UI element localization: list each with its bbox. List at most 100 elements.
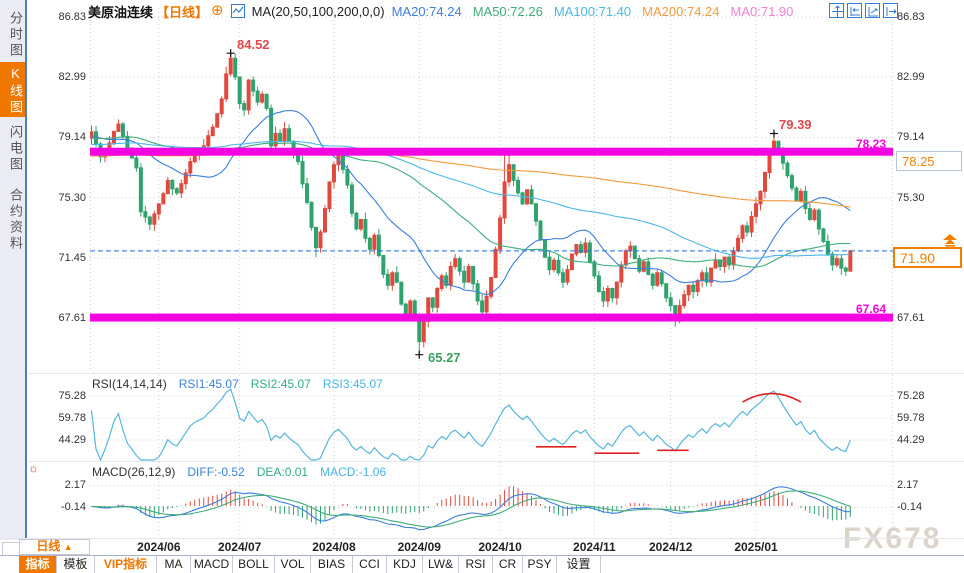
rsi-axis-label: 44.29: [897, 434, 925, 446]
candle-body: [727, 256, 732, 266]
date-label: 2024/10: [478, 540, 522, 554]
sidebar-item-2[interactable]: K线图: [0, 62, 25, 117]
low-price-label: 65.27: [428, 350, 461, 365]
tab-cr[interactable]: CR: [493, 556, 523, 573]
candlestick-series: [90, 53, 853, 355]
candle-body: [569, 253, 574, 271]
date-label: 2024/06: [137, 540, 181, 554]
candle-body: [448, 266, 453, 286]
candle-body: [165, 179, 170, 195]
candle-body: [287, 128, 292, 142]
pan-right-icon[interactable]: [883, 3, 898, 18]
rsi3-value: RSI3:45.07: [322, 377, 383, 391]
tab-lwr[interactable]: LW&: [423, 556, 459, 573]
period-tag[interactable]: 【日线】: [156, 4, 209, 20]
price-band: [90, 147, 893, 156]
candle-body: [601, 291, 606, 302]
candle-body: [583, 242, 588, 253]
main-chart-layer: [90, 8, 893, 371]
candle-body: [471, 266, 476, 285]
candle-body: [215, 113, 220, 128]
sidebar-item-4[interactable]: 合约资料: [8, 188, 23, 252]
period-selector[interactable]: 日线 ▲: [19, 539, 90, 555]
candle-body: [596, 275, 601, 293]
candle-body: [444, 275, 449, 286]
candle-body: [327, 181, 332, 210]
price-axis-label: 79.14: [58, 131, 86, 144]
tab-ma[interactable]: MA: [157, 556, 191, 573]
tab-cci[interactable]: CCI: [353, 556, 387, 573]
candle-body: [358, 219, 363, 230]
candle-body: [349, 184, 354, 214]
candle-body: [147, 216, 152, 225]
candle-body: [700, 272, 705, 282]
candle-body: [251, 79, 256, 92]
macd-settings-icon[interactable]: ☼: [28, 461, 39, 475]
latest-price-arrow-icon[interactable]: [941, 234, 959, 252]
tab-macd[interactable]: MACD: [191, 556, 233, 573]
candle-body: [682, 294, 687, 307]
candle-body: [179, 183, 184, 194]
candle-body: [138, 167, 143, 213]
candle-body: [691, 284, 696, 293]
candle-body: [686, 284, 691, 296]
candle-body: [435, 287, 440, 308]
tab-kdj[interactable]: KDJ: [387, 556, 423, 573]
date-label: 2025/01: [734, 540, 778, 554]
candle-body: [408, 300, 413, 315]
candle-body: [188, 161, 193, 174]
candle-body: [219, 98, 224, 115]
candle-body: [143, 211, 148, 218]
candle-body: [340, 154, 345, 170]
expand-icon[interactable]: ⊕: [211, 2, 224, 19]
price-axis-label: 67.61: [58, 312, 86, 325]
panel-separator: [28, 461, 964, 462]
tab-template[interactable]: 模板: [57, 556, 95, 573]
candle-body: [614, 281, 619, 299]
price-axis-label: 67.61: [897, 312, 925, 325]
rsi-axis-label: 59.78: [58, 412, 86, 424]
candle-body: [830, 253, 835, 266]
candle-body: [354, 212, 359, 230]
candle-body: [233, 57, 238, 78]
candle-body: [282, 128, 287, 142]
candle-body: [843, 267, 848, 272]
candle-body: [520, 192, 525, 205]
candle-body: [322, 208, 327, 233]
measure-icon[interactable]: [847, 3, 862, 18]
sidebar-item-1[interactable]: 分时图: [8, 11, 23, 59]
rsi-line: [90, 388, 851, 461]
candle-body: [412, 300, 417, 316]
tab-rsi[interactable]: RSI: [459, 556, 493, 573]
date-label: 2024/07: [217, 540, 262, 554]
candle-body: [560, 272, 565, 283]
candle-body: [511, 164, 516, 181]
candle-body: [390, 272, 395, 286]
axis-scale-icon[interactable]: [865, 3, 880, 18]
tab-boll[interactable]: BOLL: [233, 556, 275, 573]
candle-body: [763, 172, 767, 192]
sidebar-item-3[interactable]: 闪电图: [8, 125, 23, 173]
price-axis-label: 75.30: [897, 191, 925, 204]
candle-body: [821, 228, 826, 242]
indicator-tabbar: 指标 模板 VIP指标 MA MACD BOLL VOL BIAS CCI KDJ LW& RSI CR…: [0, 555, 964, 573]
tab-bias[interactable]: BIAS: [311, 556, 353, 573]
low-marker-cross: [415, 350, 424, 359]
candle-body: [798, 190, 803, 202]
tab-psy[interactable]: PSY: [523, 556, 557, 573]
crosshair-icon[interactable]: [829, 3, 844, 18]
candle-body: [242, 103, 247, 111]
ma-value: MA200:74.24: [642, 3, 720, 19]
candle-body: [453, 258, 458, 268]
tab-settings[interactable]: 设置: [557, 556, 601, 573]
tab-indicator[interactable]: 指标: [19, 556, 57, 573]
tab-vip-indicator[interactable]: VIP指标: [95, 556, 157, 573]
candle-body: [264, 93, 269, 109]
candle-body: [731, 250, 736, 266]
candle-body: [161, 193, 166, 205]
candle-body: [740, 225, 745, 239]
ma-value: MA100:71.40: [553, 3, 632, 19]
tab-vol[interactable]: VOL: [275, 556, 311, 573]
price-band: [90, 313, 893, 322]
